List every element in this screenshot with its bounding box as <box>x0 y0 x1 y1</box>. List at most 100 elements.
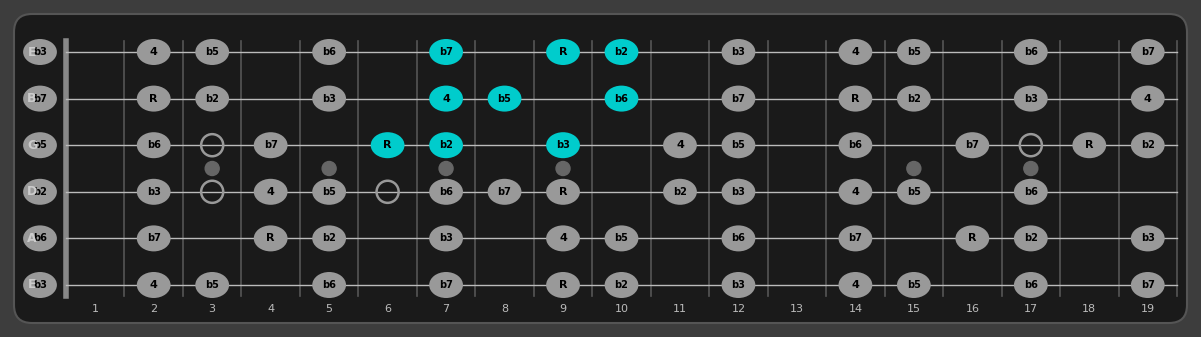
Text: b2: b2 <box>907 94 921 103</box>
Ellipse shape <box>429 86 462 112</box>
Ellipse shape <box>196 272 229 298</box>
Text: b3: b3 <box>147 187 161 197</box>
Text: b7: b7 <box>1141 47 1154 57</box>
Text: 4: 4 <box>560 234 567 243</box>
Text: R: R <box>558 47 567 57</box>
Text: A: A <box>28 232 37 245</box>
Ellipse shape <box>1072 132 1106 158</box>
Ellipse shape <box>23 132 56 158</box>
Ellipse shape <box>429 225 462 251</box>
Text: b5: b5 <box>205 47 219 57</box>
Text: B: B <box>28 92 37 105</box>
Text: b2: b2 <box>673 187 687 197</box>
Text: 12: 12 <box>731 304 746 314</box>
Text: b3: b3 <box>731 47 746 57</box>
Text: 6: 6 <box>384 304 392 314</box>
Text: b7: b7 <box>264 140 277 150</box>
Circle shape <box>731 180 746 193</box>
Text: b6: b6 <box>615 94 628 103</box>
Ellipse shape <box>137 272 171 298</box>
Text: b3: b3 <box>1141 234 1154 243</box>
Ellipse shape <box>546 272 580 298</box>
Text: b2: b2 <box>615 47 628 57</box>
Text: 13: 13 <box>790 304 803 314</box>
Ellipse shape <box>1014 272 1047 298</box>
Text: b7: b7 <box>1141 280 1154 290</box>
Ellipse shape <box>23 272 56 298</box>
Ellipse shape <box>137 39 171 65</box>
Text: b3: b3 <box>556 140 570 150</box>
Ellipse shape <box>137 132 171 158</box>
Ellipse shape <box>196 39 229 65</box>
Text: R: R <box>1085 140 1094 150</box>
Text: b5: b5 <box>497 94 512 103</box>
Text: 4: 4 <box>150 47 157 57</box>
Text: b3: b3 <box>440 234 453 243</box>
Circle shape <box>205 161 220 176</box>
Text: G: G <box>26 139 37 152</box>
Text: 17: 17 <box>1023 304 1038 314</box>
Ellipse shape <box>546 39 580 65</box>
Text: 4: 4 <box>150 280 157 290</box>
Text: 14: 14 <box>848 304 862 314</box>
Ellipse shape <box>312 39 346 65</box>
Text: b2: b2 <box>34 187 47 197</box>
Ellipse shape <box>722 39 755 65</box>
Text: R: R <box>267 234 275 243</box>
Text: b2: b2 <box>1024 234 1038 243</box>
Text: b2: b2 <box>440 140 453 150</box>
Text: R: R <box>852 94 860 103</box>
Text: 3: 3 <box>209 304 216 314</box>
Ellipse shape <box>838 39 872 65</box>
Ellipse shape <box>897 86 931 112</box>
Text: b5: b5 <box>34 140 47 150</box>
Text: R: R <box>558 187 567 197</box>
Text: b2: b2 <box>205 94 219 103</box>
Text: b6: b6 <box>322 280 336 290</box>
Ellipse shape <box>1014 86 1047 112</box>
Ellipse shape <box>137 86 171 112</box>
Text: b7: b7 <box>440 280 453 290</box>
Ellipse shape <box>429 272 462 298</box>
Text: b6: b6 <box>731 234 746 243</box>
Text: 7: 7 <box>442 304 449 314</box>
Ellipse shape <box>23 39 56 65</box>
Ellipse shape <box>488 86 521 112</box>
Ellipse shape <box>722 179 755 205</box>
Text: 2: 2 <box>150 304 157 314</box>
Text: b3: b3 <box>1024 94 1038 103</box>
Text: D: D <box>26 185 37 198</box>
Circle shape <box>440 161 453 176</box>
Ellipse shape <box>604 272 639 298</box>
Ellipse shape <box>838 132 872 158</box>
Ellipse shape <box>546 225 580 251</box>
Text: 5: 5 <box>325 304 333 314</box>
Text: 4: 4 <box>852 47 860 57</box>
Text: 19: 19 <box>1141 304 1155 314</box>
Text: b7: b7 <box>34 94 47 103</box>
Ellipse shape <box>429 39 462 65</box>
Ellipse shape <box>312 179 346 205</box>
Text: 4: 4 <box>267 304 274 314</box>
Text: b6: b6 <box>848 140 862 150</box>
Text: b7: b7 <box>848 234 862 243</box>
Ellipse shape <box>604 39 639 65</box>
Text: b5: b5 <box>907 187 921 197</box>
Text: b6: b6 <box>34 234 47 243</box>
Text: b2: b2 <box>615 280 628 290</box>
Text: b6: b6 <box>1024 187 1038 197</box>
Text: 4: 4 <box>442 94 450 103</box>
Text: b5: b5 <box>907 280 921 290</box>
Text: b6: b6 <box>440 187 453 197</box>
Ellipse shape <box>838 179 872 205</box>
Ellipse shape <box>196 86 229 112</box>
Ellipse shape <box>1014 179 1047 205</box>
Text: R: R <box>968 234 976 243</box>
Text: 18: 18 <box>1082 304 1097 314</box>
Ellipse shape <box>312 225 346 251</box>
Text: b3: b3 <box>731 187 746 197</box>
Text: b5: b5 <box>731 140 746 150</box>
Circle shape <box>1023 161 1038 176</box>
Text: 4: 4 <box>267 187 275 197</box>
Circle shape <box>556 161 570 176</box>
